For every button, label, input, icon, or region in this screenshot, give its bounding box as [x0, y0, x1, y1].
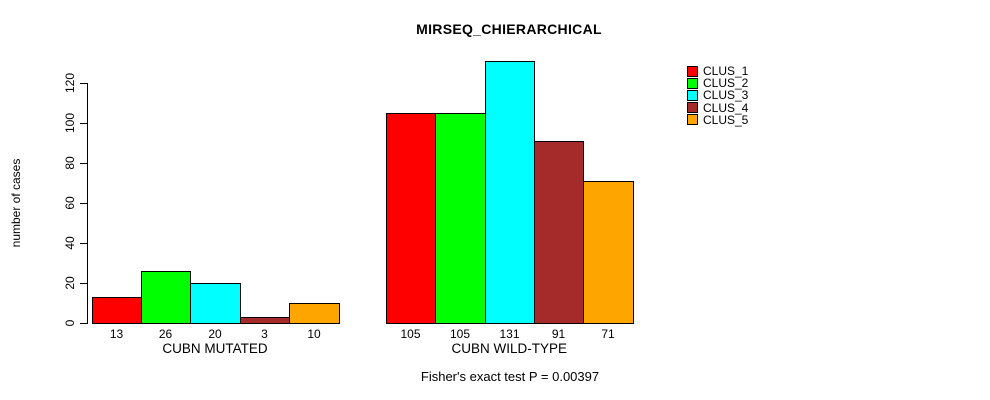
y-axis-tick [80, 203, 87, 204]
bar-value-label: 26 [158, 327, 173, 341]
bar-value-label: 105 [400, 327, 421, 341]
y-axis-title: number of cases [9, 158, 23, 248]
bar-value-label: 10 [307, 327, 321, 341]
legend-swatch-clus-4 [687, 102, 698, 114]
bar-clus-5-cubn-wild-type [583, 181, 634, 324]
bar-value-label: 20 [208, 327, 222, 341]
legend-item-clus-1: CLUS_1 [687, 65, 748, 77]
y-axis-tick [80, 83, 87, 84]
bar-clus-3-cubn-wild-type [485, 61, 535, 324]
bar-clus-4-cubn-wild-type [534, 141, 584, 324]
bar-value-label: 105 [449, 327, 471, 341]
bar-clus-5-cubn-mutated [289, 303, 340, 324]
legend-item-clus-4: CLUS_4 [687, 102, 748, 114]
y-axis-tick [80, 123, 87, 124]
bar-value-label: 91 [551, 327, 566, 341]
bar-value-label: 3 [261, 327, 268, 341]
bar-clus-1-cubn-wild-type [386, 113, 436, 324]
bar-clus-2-cubn-wild-type [435, 113, 486, 324]
bar-clus-3-cubn-mutated [190, 283, 241, 324]
legend: CLUS_1 CLUS_2 CLUS_3 CLUS_4 CLUS_5 [687, 65, 748, 126]
legend-swatch-clus-1 [687, 65, 698, 77]
legend-item-clus-3: CLUS_3 [687, 89, 748, 101]
y-axis-tick-label: 0 [63, 319, 77, 327]
bar-clus-1-cubn-mutated [92, 297, 142, 324]
y-axis-line [87, 83, 88, 324]
legend-swatch-clus-5 [687, 114, 698, 126]
legend-item-clus-2: CLUS_2 [687, 77, 748, 89]
chart-title: MIRSEQ_CHIERARCHICAL [416, 21, 602, 37]
bar-value-label: 131 [499, 327, 520, 341]
y-axis-tick [80, 323, 87, 324]
bar-value-label: 71 [601, 327, 615, 341]
legend-item-clus-5: CLUS_5 [687, 114, 748, 126]
legend-label: CLUS_2 [703, 76, 749, 91]
y-axis-tick-label: 80 [63, 156, 77, 170]
fisher-test-annotation: Fisher's exact test P = 0.00397 [420, 369, 600, 384]
legend-swatch-clus-3 [687, 89, 698, 101]
y-axis-tick [80, 243, 87, 244]
bar-value-label: 13 [109, 327, 124, 341]
legend-label: CLUS_5 [703, 112, 749, 127]
bar-clus-2-cubn-mutated [141, 271, 191, 324]
y-axis-tick [80, 163, 87, 164]
y-axis-tick-label: 120 [63, 72, 77, 94]
bar-clus-4-cubn-mutated [240, 317, 290, 324]
legend-label: CLUS_1 [703, 64, 749, 79]
group-label-cubn-mutated: CUBN MUTATED [162, 341, 268, 356]
group-label-cubn-wild-type: CUBN WILD-TYPE [451, 341, 568, 356]
legend-label: CLUS_4 [703, 100, 749, 115]
y-axis-tick-label: 40 [63, 236, 77, 250]
legend-label: CLUS_3 [703, 88, 749, 103]
legend-swatch-clus-2 [687, 77, 698, 89]
y-axis-tick [80, 283, 87, 284]
y-axis-tick-label: 20 [63, 276, 77, 290]
y-axis-tick-label: 100 [63, 112, 77, 134]
y-axis-tick-label: 60 [63, 196, 77, 210]
